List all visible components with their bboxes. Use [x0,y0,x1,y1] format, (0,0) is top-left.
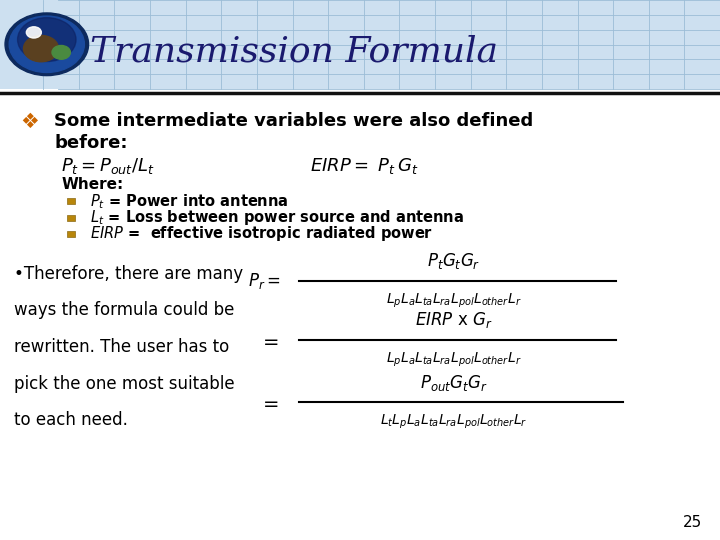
Text: $EIRP\ \mathrm{x}\ G_r$: $EIRP\ \mathrm{x}\ G_r$ [415,310,492,330]
Bar [0,0,720,89]
Text: pick the one most suitable: pick the one most suitable [14,375,235,393]
Text: before:: before: [54,134,127,152]
Text: $P_t =P_{out}/L_t$: $P_t =P_{out}/L_t$ [61,156,155,177]
Text: ways the formula could be: ways the formula could be [14,301,235,319]
Text: $P_t$ = Power into antenna: $P_t$ = Power into antenna [90,192,289,211]
Text: Some intermediate variables were also defined: Some intermediate variables were also de… [54,112,534,131]
Text: to each need.: to each need. [14,411,128,429]
Bar [66,214,75,220]
Text: rewritten. The user has to: rewritten. The user has to [14,338,230,356]
Text: $=$: $=$ [259,393,279,412]
Text: $L_t$ = Loss between power source and antenna: $L_t$ = Loss between power source and an… [90,208,464,227]
Text: •Therefore, there are many: •Therefore, there are many [14,265,243,282]
Text: $L_t L_p L_a L_{ta} L_{ra} L_{pol} L_{other} L_r$: $L_t L_p L_a L_{ta} L_{ra} L_{pol} L_{ot… [380,413,527,431]
Text: $P_{out} G_t G_r$: $P_{out} G_t G_r$ [420,373,487,393]
Circle shape [17,18,76,62]
Text: $L_p L_a L_{ta} L_{ra} L_{pol} L_{other} L_r$: $L_p L_a L_{ta} L_{ra} L_{pol} L_{other}… [386,292,521,310]
Circle shape [5,13,89,76]
Text: 25: 25 [683,515,702,530]
Text: Where:: Where: [61,177,123,192]
Text: $P_t G_t G_r$: $P_t G_t G_r$ [427,251,480,271]
Circle shape [24,36,58,62]
Text: ❖: ❖ [20,111,39,132]
Text: $EIRP$ =  effective isotropic radiated power: $EIRP$ = effective isotropic radiated po… [90,224,433,244]
Text: Transmission Formula: Transmission Formula [90,35,498,68]
Text: $EIRP =\ P_t\,G_t$: $EIRP =\ P_t\,G_t$ [310,156,418,177]
Bar [66,231,75,237]
Circle shape [52,45,71,59]
Bar [66,198,75,204]
Text: $=$: $=$ [259,330,279,350]
Circle shape [9,16,84,72]
Text: $L_p L_a L_{ta} L_{ra} L_{pol} L_{other} L_r$: $L_p L_a L_{ta} L_{ra} L_{pol} L_{other}… [386,351,521,369]
Text: $P_r =$: $P_r =$ [248,271,281,291]
Circle shape [27,27,41,38]
